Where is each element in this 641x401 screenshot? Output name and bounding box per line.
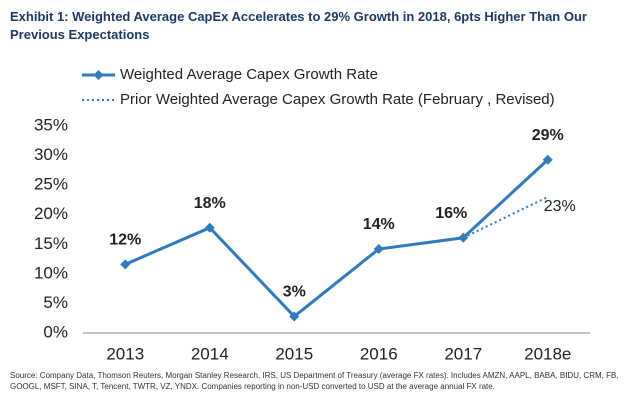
y-tick-label: 35% [34, 115, 68, 134]
chart-title: Exhibit 1: Weighted Average CapEx Accele… [10, 9, 587, 42]
data-label: 12% [109, 232, 141, 249]
x-tick-label: 2018e [524, 344, 571, 363]
series-line [124, 158, 549, 319]
y-tick-label: 30% [34, 145, 68, 164]
y-tick-label: 10% [34, 263, 68, 282]
y-tick-label: 5% [43, 293, 68, 312]
y-tick-label: 25% [34, 175, 68, 194]
x-tick-label: 2014 [191, 344, 229, 363]
x-tick-label: 2015 [275, 344, 313, 363]
chart: 0% 5% 10% 15% 20% 25% 30% 35% 2013 2014 2015 2016 20… [34, 66, 590, 363]
x-tick-label: 2016 [360, 344, 398, 363]
data-label: 23% [544, 198, 576, 215]
data-point [289, 311, 300, 322]
data-label: 3% [283, 284, 306, 301]
series-line [462, 196, 549, 239]
legend-marker [93, 70, 104, 80]
y-tick-label: 15% [34, 234, 68, 253]
data-point [204, 222, 215, 233]
y-tick-label: 20% [34, 204, 68, 223]
y-tick-label: 0% [43, 322, 68, 341]
data-label: 18% [194, 195, 226, 212]
data-label: 16% [435, 205, 467, 222]
data-point [373, 244, 384, 255]
x-tick-label: 2017 [444, 344, 482, 363]
data-label: 14% [363, 216, 395, 233]
legend-label: Weighted Average Capex Growth Rate [120, 66, 378, 83]
source-note: Source: Company Data, Thomson Reuters, M… [10, 371, 619, 391]
legend-label: Prior Weighted Average Capex Growth Rate… [120, 91, 555, 108]
x-tick-label: 2013 [106, 344, 144, 363]
data-point [120, 259, 131, 270]
data-label: 29% [532, 127, 564, 144]
data-point [542, 154, 553, 165]
